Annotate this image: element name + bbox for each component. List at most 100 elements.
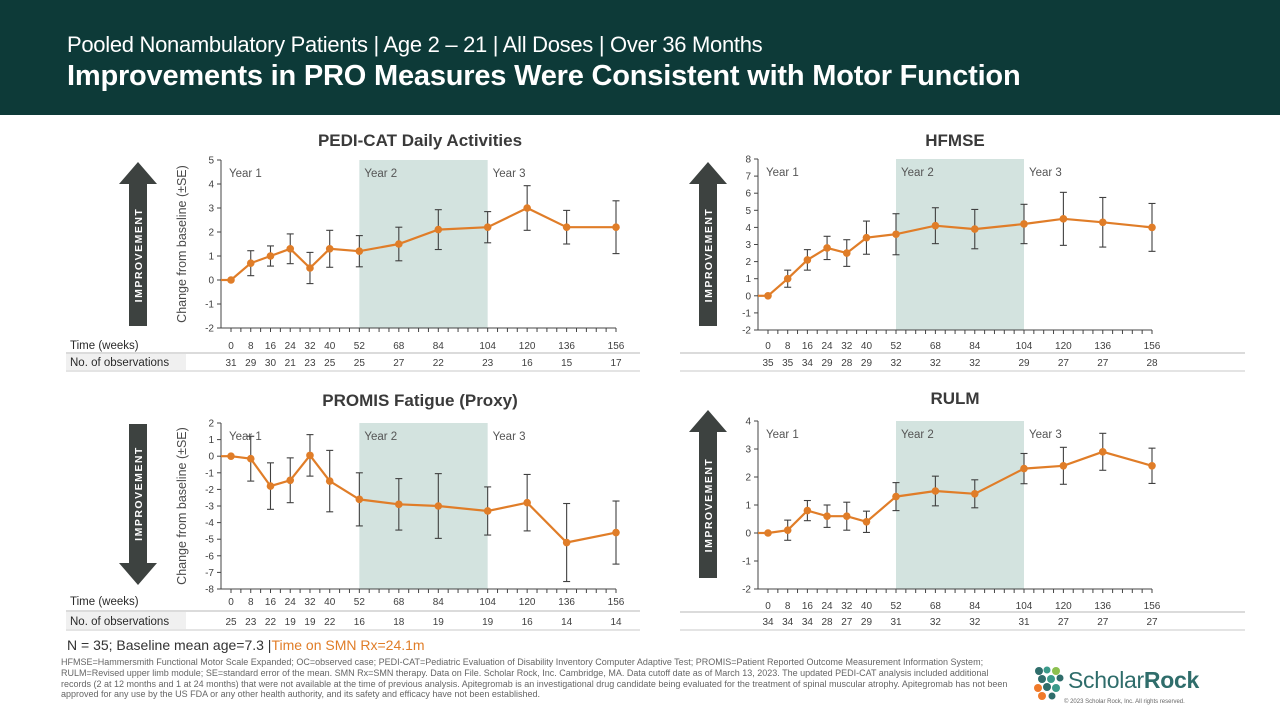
observation-count: 29 [861, 358, 873, 369]
x-tick-label: 68 [393, 341, 405, 352]
observation-count: 29 [861, 617, 873, 628]
data-point [862, 518, 871, 526]
observation-count: 32 [969, 617, 981, 628]
data-point [1059, 462, 1068, 470]
x-tick-label: 0 [228, 597, 234, 608]
data-point [562, 538, 571, 547]
data-point [434, 225, 443, 234]
x-tick-label: 120 [519, 597, 536, 608]
x-tick-label: 136 [558, 597, 575, 608]
y-tick-label: -5 [205, 535, 214, 546]
year-3-label: Year 3 [493, 431, 526, 443]
copyright: © 2023 Scholar Rock, Inc. All rights res… [1064, 699, 1185, 705]
observations-label: No. of observations [70, 616, 169, 628]
x-tick-label: 52 [354, 597, 366, 608]
x-tick-label: 136 [558, 341, 575, 352]
year-1-label: Year 1 [229, 168, 262, 180]
year-1-label: Year 1 [229, 431, 262, 443]
year2-shading [359, 160, 488, 328]
observation-count: 27 [1097, 358, 1109, 369]
data-point [523, 204, 531, 212]
data-point [306, 264, 314, 272]
data-point [246, 454, 255, 463]
data-point [803, 256, 812, 264]
summary-text: N = 35; Baseline mean age=7.3 | [67, 637, 272, 653]
data-point [266, 252, 275, 260]
data-point [395, 240, 403, 248]
observation-count: 16 [522, 617, 534, 628]
y-tick-label: 3 [208, 204, 214, 215]
y-tick-label: 0 [745, 529, 751, 540]
data-point [842, 512, 851, 520]
logo-word-2: Rock [1143, 667, 1199, 693]
x-tick-label: 16 [802, 341, 814, 352]
x-tick-label: 104 [1016, 341, 1033, 352]
observation-count: 22 [433, 358, 445, 369]
x-tick-label: 24 [822, 601, 834, 612]
y-tick-label: -1 [742, 557, 751, 568]
y-tick-label: 5 [208, 156, 214, 167]
y-tick-label: -1 [742, 308, 751, 319]
y-tick-label: 4 [745, 223, 751, 234]
x-tick-label: 156 [608, 597, 625, 608]
logo-mark-icon [1034, 666, 1064, 700]
x-tick-label: 136 [1094, 341, 1111, 352]
data-point [764, 529, 772, 537]
year-3-label: Year 3 [1029, 167, 1062, 179]
x-tick-label: 8 [785, 601, 791, 612]
y-axis-label: Change from baseline (±SE) [175, 165, 189, 323]
x-tick-label: 16 [265, 341, 277, 352]
x-tick-label: 0 [765, 341, 771, 352]
x-tick-label: 24 [285, 341, 297, 352]
year2-shading [896, 421, 1024, 589]
y-tick-label: 2 [208, 419, 214, 430]
observation-count: 25 [324, 358, 336, 369]
y-tick-label: -1 [205, 300, 214, 311]
chart-title: PROMIS Fatigue (Proxy) [322, 391, 518, 410]
observation-count: 27 [1058, 358, 1070, 369]
y-tick-label: 7 [745, 172, 751, 183]
logo-wordmark: ScholarRock [1068, 667, 1199, 694]
y-tick-label: 2 [745, 473, 751, 484]
improvement-label: IMPROVEMENT [133, 208, 145, 303]
data-point [783, 526, 792, 534]
data-point [227, 452, 235, 461]
data-point [227, 276, 235, 284]
y-tick-label: 3 [745, 240, 751, 251]
observation-count: 16 [354, 617, 366, 628]
x-tick-label: 32 [841, 341, 853, 352]
observation-count: 28 [822, 617, 834, 628]
header-banner: Pooled Nonambulatory Patients | Age 2 – … [0, 0, 1280, 115]
data-point [823, 244, 831, 252]
data-point [892, 230, 900, 239]
observation-count: 35 [762, 358, 774, 369]
data-point [483, 223, 492, 231]
y-tick-label: 2 [745, 257, 751, 268]
observation-count: 32 [930, 617, 942, 628]
data-point [266, 482, 275, 490]
observation-count: 23 [245, 617, 257, 628]
x-tick-label: 40 [861, 341, 873, 352]
year-3-label: Year 3 [493, 168, 526, 180]
data-point [764, 292, 772, 300]
x-tick-label: 24 [822, 341, 834, 352]
observation-count: 27 [1058, 617, 1070, 628]
x-tick-label: 156 [608, 341, 625, 352]
x-tick-label: 52 [890, 341, 902, 352]
page-subtitle: Pooled Nonambulatory Patients | Age 2 – … [67, 32, 763, 57]
observations-label: No. of observations [70, 357, 169, 369]
data-point [612, 223, 620, 231]
time-on-therapy-highlight: Time on SMN Rx=24.1m [271, 637, 425, 653]
year-2-label: Year 2 [364, 168, 397, 180]
x-tick-label: 136 [1094, 601, 1111, 612]
observation-count: 28 [1146, 358, 1158, 369]
data-point [325, 477, 334, 485]
observation-count: 15 [561, 358, 573, 369]
x-tick-label: 40 [324, 341, 336, 352]
observation-count: 34 [782, 617, 794, 628]
time-weeks-label: Time (weeks) [70, 596, 139, 608]
data-point [355, 247, 364, 255]
y-tick-label: 4 [745, 417, 751, 428]
